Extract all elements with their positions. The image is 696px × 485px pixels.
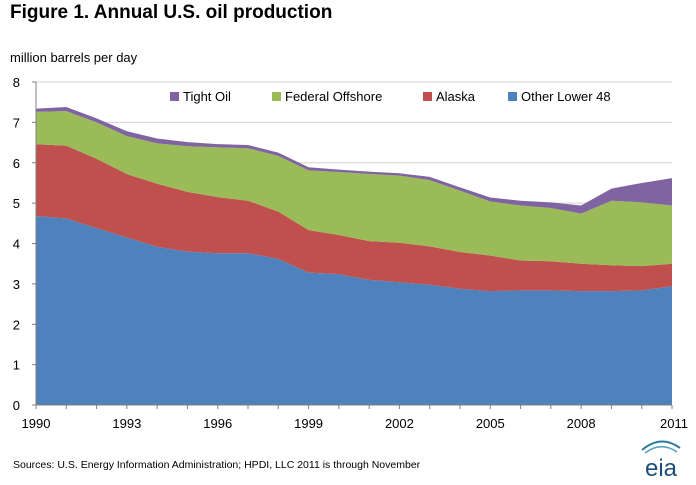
x-tick-label: 2008 bbox=[567, 416, 596, 431]
legend: Tight Oil Federal Offshore Alaska Other Low… bbox=[170, 89, 611, 104]
legend-label: Other Lower 48 bbox=[521, 89, 611, 104]
area-federal-offshore bbox=[36, 111, 672, 267]
eia-logo: eia bbox=[641, 440, 681, 480]
chart-title: Figure 1. Annual U.S. oil production bbox=[10, 2, 333, 23]
y-tick-label: 1 bbox=[13, 358, 20, 373]
stacked-areas bbox=[36, 107, 672, 405]
x-tick-labels: 1990 1993 1996 1999 2002 2005 2008 2011 bbox=[22, 416, 688, 431]
y-tick-label: 6 bbox=[13, 156, 20, 171]
y-tick-label: 0 bbox=[13, 398, 20, 413]
legend-swatch bbox=[423, 92, 432, 101]
legend-swatch bbox=[170, 92, 179, 101]
y-tick-label: 7 bbox=[13, 115, 20, 130]
source-note: Sources: U.S. Energy Information Adminis… bbox=[13, 459, 421, 471]
y-axis-label: million barrels per day bbox=[10, 50, 138, 65]
x-tick-label: 2011 bbox=[660, 416, 688, 431]
x-tick-label: 1990 bbox=[22, 416, 51, 431]
legend-swatch bbox=[272, 92, 281, 101]
y-tick-label: 5 bbox=[13, 196, 20, 211]
y-tick-label: 8 bbox=[13, 75, 20, 90]
x-tick-label: 1996 bbox=[203, 416, 232, 431]
x-tick-label: 1993 bbox=[112, 416, 141, 431]
y-tick-label: 2 bbox=[13, 317, 20, 332]
y-tick-label: 4 bbox=[13, 237, 20, 252]
axes bbox=[32, 81, 673, 409]
legend-label: Tight Oil bbox=[183, 89, 231, 104]
legend-label: Alaska bbox=[436, 89, 476, 104]
area-other-lower-48 bbox=[36, 216, 672, 405]
y-tick-label: 3 bbox=[13, 277, 20, 292]
legend-label: Federal Offshore bbox=[285, 89, 382, 104]
y-tick-labels: 0 1 2 3 4 5 6 7 8 bbox=[13, 75, 20, 413]
eia-logo-text: eia bbox=[645, 455, 678, 480]
x-tick-label: 1999 bbox=[294, 416, 323, 431]
area-alaska bbox=[36, 144, 672, 292]
x-tick-label: 2005 bbox=[476, 416, 505, 431]
legend-swatch bbox=[508, 92, 517, 101]
x-tick-label: 2002 bbox=[385, 416, 414, 431]
